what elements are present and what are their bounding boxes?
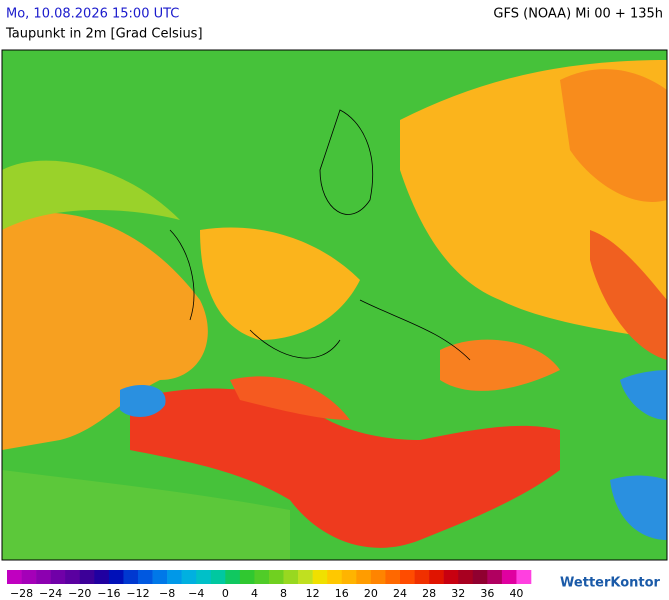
colorbar-label: −24 xyxy=(39,587,62,600)
model-info: GFS (NOAA) Mi 00 + 135h xyxy=(493,7,663,22)
color-swatch xyxy=(356,570,372,584)
color-swatch xyxy=(269,570,284,584)
color-swatch xyxy=(108,570,124,584)
colorbar: −28 −24 −20 −16 −12 −8 −4 0 4 8 12 16 20 24 28 32 36 40 xyxy=(7,570,532,600)
color-swatch xyxy=(7,570,22,584)
colorbar-label: −12 xyxy=(126,587,149,600)
color-swatch xyxy=(239,570,255,584)
run-time: Mo, 10.08.2026 15:00 UTC xyxy=(6,7,179,22)
color-swatch xyxy=(210,570,226,584)
colorbar-label: −8 xyxy=(159,587,175,600)
color-swatch xyxy=(443,570,459,584)
color-swatch xyxy=(414,570,430,584)
color-swatch xyxy=(21,570,37,584)
color-swatch xyxy=(65,570,81,584)
color-swatch xyxy=(472,570,488,584)
colorbar-label: 20 xyxy=(364,587,378,600)
colorbar-label: −4 xyxy=(188,587,204,600)
colorbar-label: 24 xyxy=(393,587,407,600)
color-swatch xyxy=(138,570,153,584)
color-swatch xyxy=(429,570,444,584)
color-swatch xyxy=(123,570,139,584)
color-swatch xyxy=(341,570,357,584)
colorbar-label: 28 xyxy=(422,587,436,600)
color-swatch xyxy=(487,570,503,584)
colorbar-label: −16 xyxy=(97,587,120,600)
color-swatch xyxy=(181,570,197,584)
logo: WetterKontor xyxy=(560,576,661,591)
color-swatch xyxy=(501,570,517,584)
color-swatch xyxy=(167,570,182,584)
colorbar-label: −28 xyxy=(10,587,33,600)
color-swatch xyxy=(225,570,241,584)
colorbar-label: 40 xyxy=(509,587,523,600)
colorbar-label: 12 xyxy=(306,587,320,600)
color-swatch xyxy=(283,570,299,584)
color-swatch xyxy=(458,570,474,584)
color-swatch xyxy=(152,570,168,584)
color-swatch xyxy=(312,570,328,584)
color-swatch xyxy=(94,570,110,584)
colorbar-label: 32 xyxy=(451,587,465,600)
colorbar-label: 36 xyxy=(480,587,494,600)
color-swatch xyxy=(36,570,51,584)
color-swatch xyxy=(385,570,401,584)
colorbar-label: 16 xyxy=(335,587,349,600)
parameter: Taupunkt in 2m [Grad Celsius] xyxy=(5,27,203,42)
color-swatch xyxy=(370,570,386,584)
colorbar-label: 4 xyxy=(251,587,258,600)
color-swatch xyxy=(254,570,270,584)
colorbar-label: 8 xyxy=(280,587,287,600)
color-swatch xyxy=(516,570,532,584)
map xyxy=(1,49,668,561)
colorbar-label: 0 xyxy=(222,587,229,600)
color-swatch xyxy=(79,570,95,584)
color-swatch xyxy=(50,570,66,584)
color-swatch xyxy=(196,570,212,584)
color-swatch xyxy=(298,570,313,584)
colorbar-label: −20 xyxy=(68,587,91,600)
color-swatch xyxy=(327,570,343,584)
color-swatch xyxy=(400,570,415,584)
